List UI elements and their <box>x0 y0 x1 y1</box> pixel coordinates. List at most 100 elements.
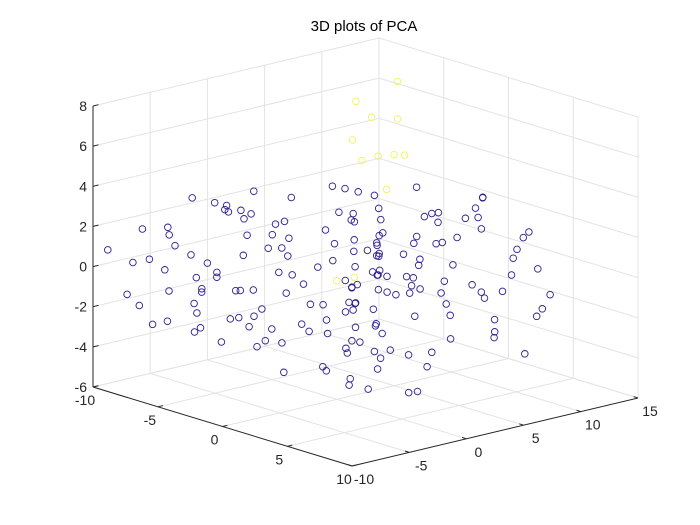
data-point <box>376 354 385 362</box>
tick-layer: 10 5 0 -5 -10 -10 -5 0 5 10 15 8 6 4 2 0 -2 -4 -6 <box>75 98 658 487</box>
data-point <box>322 367 331 375</box>
z-tick-label: -4 <box>75 339 88 355</box>
data-point <box>477 225 486 233</box>
data-point <box>373 241 381 250</box>
data-point <box>404 351 413 359</box>
data-point <box>374 271 382 279</box>
data-point <box>268 230 277 239</box>
data-point <box>356 338 364 346</box>
data-point <box>404 388 413 397</box>
data-point <box>399 250 408 258</box>
data-point <box>278 244 286 252</box>
data-point <box>410 239 418 248</box>
data-point <box>434 208 443 217</box>
data-point <box>369 305 378 313</box>
data-point <box>264 244 272 252</box>
data-point <box>477 288 486 296</box>
data-point <box>145 255 154 263</box>
data-point <box>423 362 431 371</box>
data-point <box>374 285 383 294</box>
data-point <box>432 239 440 248</box>
data-point <box>351 262 359 271</box>
data-point <box>351 299 360 307</box>
data-point <box>525 228 533 236</box>
data-point <box>275 268 283 277</box>
data-point <box>343 349 352 357</box>
data-point <box>534 265 542 273</box>
data-point <box>363 246 372 255</box>
data-point <box>407 281 416 290</box>
data-point <box>190 328 199 336</box>
z-tick-mark <box>92 264 99 268</box>
data-point <box>239 251 248 260</box>
y-tick-label: 15 <box>642 403 658 419</box>
grid-line <box>378 37 639 118</box>
data-point <box>440 277 449 285</box>
data-point <box>446 335 455 343</box>
data-point <box>305 327 313 336</box>
highlight-data-point <box>382 185 391 194</box>
data-point <box>453 233 461 242</box>
z-tick-mark <box>92 104 99 107</box>
data-point <box>409 274 418 282</box>
data-point <box>282 289 290 297</box>
data-point <box>306 300 315 309</box>
z-tick-label: -2 <box>75 299 88 315</box>
y-tick-mark <box>633 396 639 399</box>
data-point <box>350 247 358 256</box>
data-point <box>322 316 331 324</box>
data-point <box>490 315 499 324</box>
y-tick-label: 5 <box>532 430 540 446</box>
y-tick-mark <box>461 436 467 440</box>
data-point <box>375 266 384 275</box>
highlight-data-point <box>332 276 341 285</box>
data-point <box>446 311 454 320</box>
data-point <box>461 214 470 223</box>
data-point <box>370 347 379 356</box>
data-point <box>434 218 442 227</box>
data-point <box>268 325 276 333</box>
data-point <box>284 252 292 260</box>
data-point <box>521 350 529 358</box>
z-tick-mark <box>92 224 99 227</box>
data-point <box>372 320 380 328</box>
y-tick-label: -10 <box>354 471 374 487</box>
data-point <box>412 232 421 241</box>
data-point <box>148 320 157 329</box>
grid-line <box>92 278 380 348</box>
highlight-data-point <box>393 77 402 86</box>
data-point <box>490 328 499 336</box>
x-tick-label: -10 <box>75 392 95 408</box>
data-point <box>138 225 147 233</box>
z-tick-label: 0 <box>79 259 87 275</box>
data-point <box>192 273 201 282</box>
z-tick-mark <box>92 304 99 308</box>
y-tick-mark <box>404 450 410 453</box>
z-tick-label: 8 <box>79 98 87 114</box>
x-tick-mark <box>222 424 228 427</box>
data-point <box>342 344 350 353</box>
grid-line <box>378 198 639 279</box>
chart-title: 3D plots of PCA <box>311 18 418 35</box>
data-point <box>321 226 330 234</box>
z-tick-mark <box>92 345 99 348</box>
z-tick-mark <box>92 385 99 388</box>
y-tick-mark <box>519 423 524 426</box>
y-tick-label: 10 <box>585 417 601 433</box>
data-point <box>287 193 296 202</box>
data-point <box>171 241 179 250</box>
data-point <box>405 289 414 297</box>
data-point <box>474 213 482 222</box>
data-point <box>428 348 436 357</box>
data-point <box>297 320 306 328</box>
data-point <box>370 191 379 200</box>
data-point <box>328 182 337 190</box>
data-point <box>509 254 517 262</box>
data-point <box>480 294 489 302</box>
data-point <box>416 255 424 264</box>
highlight-data-point <box>393 115 402 123</box>
data-point <box>386 346 395 354</box>
data-point <box>519 233 528 242</box>
grid-line <box>287 377 574 447</box>
data-point <box>411 312 419 320</box>
